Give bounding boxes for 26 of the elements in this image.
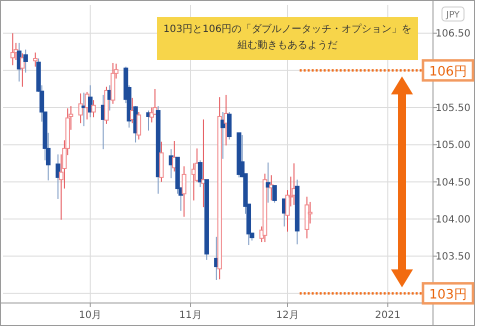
candlestick [33,52,38,68]
x-tick-label: 2021 [375,310,400,321]
y-tick-label: 106.50 [436,28,470,40]
candlestick [182,166,186,218]
candlestick [56,154,60,200]
ref-line-label: 106円 [429,64,467,80]
annotation: 103円と106円の「ダブルノータッチ・オプション」を組む動きもあるようだ [162,22,413,53]
candlestick [23,49,28,74]
x-tick-label: 10月 [78,310,102,321]
y-tick-label: 105.00 [436,140,470,152]
y-tick-label: 104.00 [436,214,470,226]
y-tick-label: 103.50 [436,252,470,263]
candlestick [91,100,96,118]
candlestick [272,185,277,204]
y-axis-title: JPY [445,10,460,20]
candlestick [220,112,226,160]
candlestick [136,112,142,140]
candlestick [227,112,232,140]
candlestick [10,32,15,66]
x-tick-label: 12月 [276,310,299,321]
ref-line-label: 103円 [429,287,467,302]
y-tick-label: 104.50 [436,177,470,188]
y-tick-label: 105.50 [436,103,470,114]
candlestick [78,92,83,124]
candlestick [198,160,203,188]
x-tick-label: 11月 [179,310,202,321]
